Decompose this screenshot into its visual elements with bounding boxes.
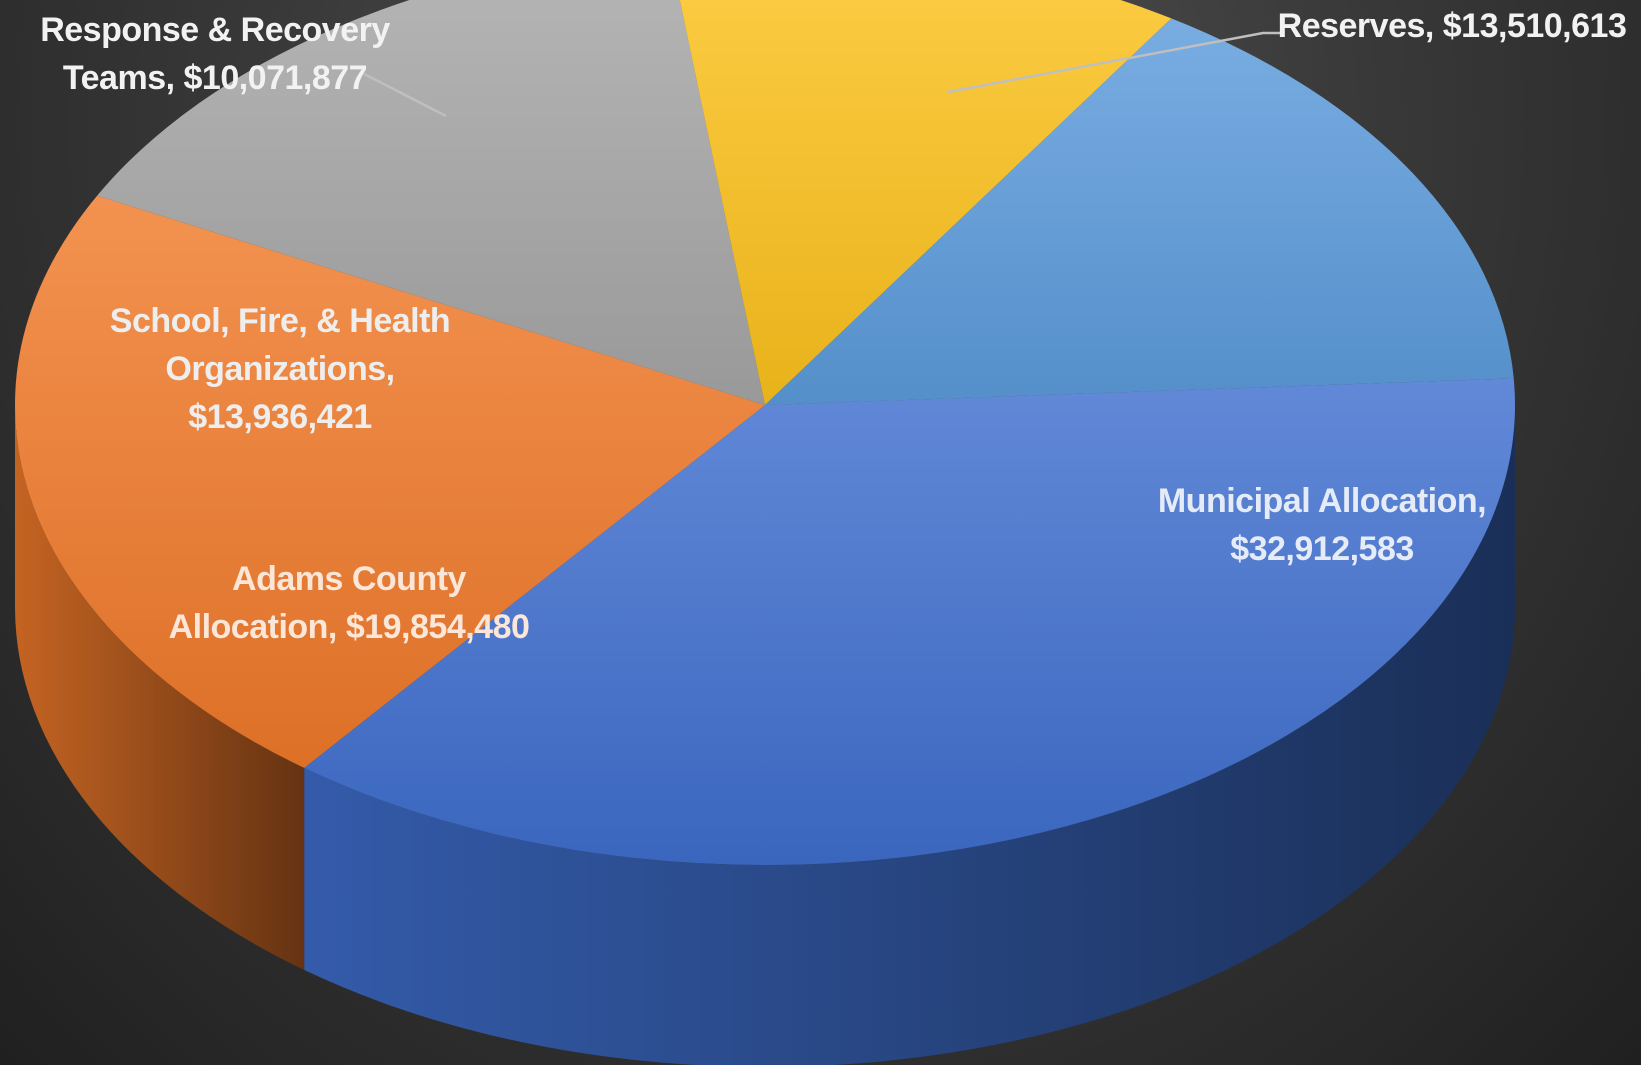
- data-label-municipal-allocation: Municipal Allocation, $32,912,583: [1158, 482, 1486, 568]
- data-label-line: $32,912,583: [1230, 530, 1414, 568]
- data-labels: Municipal Allocation, $32,912,583 Adams Co…: [40, 7, 1627, 646]
- pie-side-adams-county-allocation: [15, 405, 305, 970]
- data-label-response-recovery-teams: Response & Recovery Teams, $10,071,877: [40, 11, 390, 97]
- data-label-adams-county-allocation: Adams County Allocation, $19,854,480: [169, 560, 530, 646]
- data-label-line: School, Fire, & Health: [110, 302, 450, 340]
- pie-slice-school-fire-health-organizations: [97, 0, 765, 405]
- data-label-line: Organizations,: [165, 350, 394, 388]
- leader-line-response-recovery-teams: [363, 72, 447, 118]
- data-label-school-fire-health-organizations: School, Fire, & Health Organizations, $13,…: [110, 302, 450, 436]
- leader-lines: [363, 31, 1283, 118]
- pie-slice-reserves: [765, 18, 1514, 405]
- data-label-line: Adams County: [232, 560, 467, 598]
- data-label-line: Teams, $10,071,877: [63, 59, 367, 97]
- pie-sides: [15, 405, 1515, 1065]
- data-label-line: Allocation, $19,854,480: [169, 608, 530, 646]
- pie-slice-response-recovery-teams: [679, 0, 1172, 405]
- data-label-line: Response & Recovery: [40, 11, 390, 49]
- data-label-line: $13,936,421: [188, 398, 372, 436]
- pie-slice-municipal-allocation: [304, 378, 1515, 865]
- pie-side-municipal-allocation: [304, 405, 1515, 1065]
- data-label-reserves: Reserves, $13,510,613: [1278, 7, 1627, 45]
- leader-line-reserves: [947, 31, 1283, 94]
- data-label-line: Reserves, $13,510,613: [1278, 7, 1627, 45]
- data-label-line: Municipal Allocation,: [1158, 482, 1486, 520]
- pie-slices: [14, 0, 1515, 865]
- pie-slice-adams-county-allocation: [14, 195, 765, 768]
